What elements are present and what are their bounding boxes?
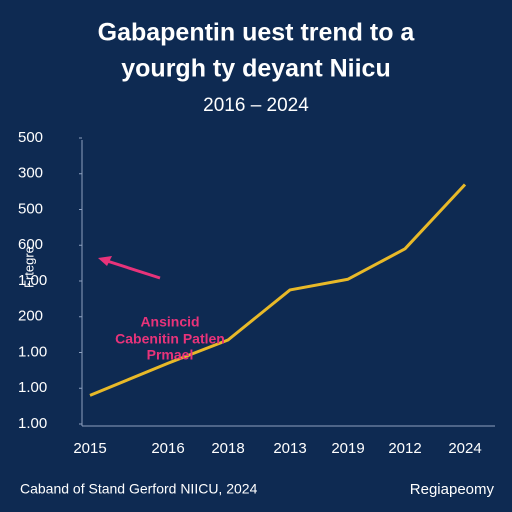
y-tick-label: 1.00 [18, 272, 47, 289]
chart-title: yourgh ty deyant Niicu [121, 55, 390, 83]
y-tick-label: 1.00 [18, 415, 47, 432]
chart-subtitle: 2016 – 2024 [203, 95, 309, 116]
x-tick-label: 2018 [211, 440, 244, 457]
y-tick-label: 300 [18, 165, 43, 182]
annotation: Ansincid [140, 314, 199, 330]
x-tick-label: 2024 [448, 440, 481, 457]
line-series [89, 183, 467, 397]
y-tick-label: 600 [18, 236, 43, 253]
y-tick-label: 200 [18, 308, 43, 325]
arrow-head [98, 256, 112, 266]
x-tick-label: 2015 [73, 440, 106, 457]
y-tick-label: 1.00 [18, 379, 47, 396]
brand: Regiapeomy [410, 481, 495, 498]
annotation: Prmael [147, 347, 194, 363]
chart-title: Gabapentin uest trend to a [98, 19, 416, 47]
y-axis-label: Frtegre [21, 246, 36, 288]
y-tick-label: 1.00 [18, 343, 47, 360]
x-tick-label: 2012 [388, 440, 421, 457]
annotation-arrow [103, 258, 161, 280]
x-tick-label: 2016 [151, 440, 184, 457]
x-tick-label: 2019 [331, 440, 364, 457]
y-tick-label: 500 [18, 129, 43, 146]
source: Caband of Stand Gerford NIICU, 2024 [20, 481, 258, 497]
y-tick-label: 500 [18, 200, 43, 217]
x-tick-label: 2013 [273, 440, 306, 457]
annotation: Cabenitin Patlen [115, 331, 225, 347]
